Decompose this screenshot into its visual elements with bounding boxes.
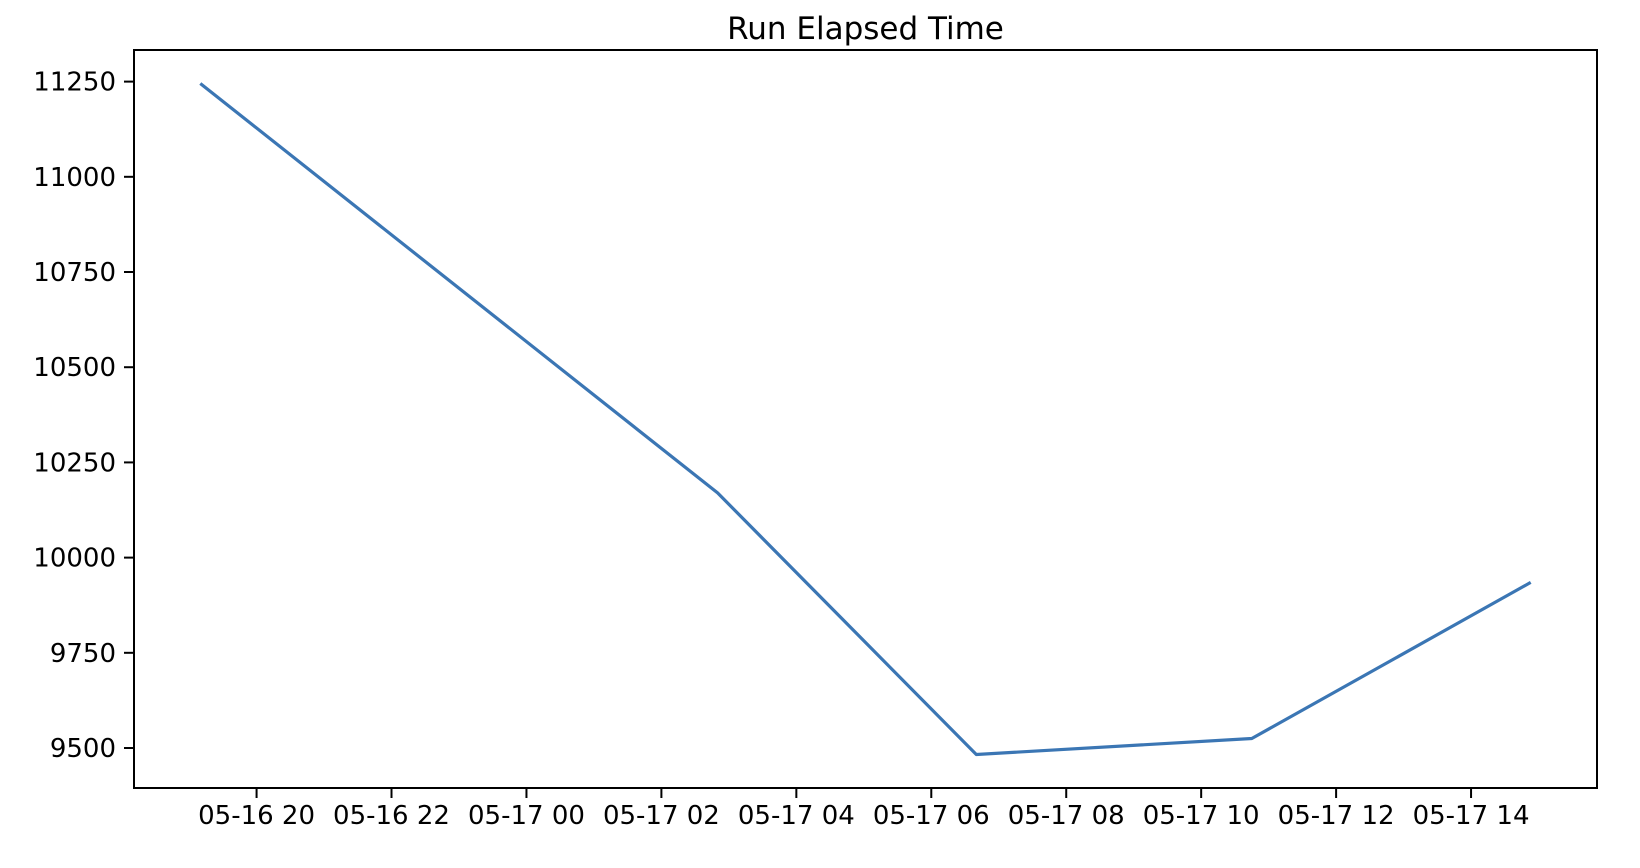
chart-title: Run Elapsed Time — [727, 11, 1004, 47]
x-axis-tick-label: 05-16 20 — [198, 801, 315, 831]
x-axis-tick-label: 05-17 06 — [873, 801, 990, 831]
y-axis-tick-label: 10500 — [33, 353, 116, 383]
y-axis-tick-label: 10000 — [33, 544, 116, 574]
x-axis-tick-label: 05-17 12 — [1278, 801, 1395, 831]
y-axis-tick-label: 9750 — [50, 639, 116, 669]
x-axis-tick-label: 05-17 04 — [738, 801, 855, 831]
x-axis-tick-label: 05-17 02 — [603, 801, 720, 831]
x-axis-tick-label: 05-17 10 — [1143, 801, 1260, 831]
y-axis-tick-label: 10750 — [33, 258, 116, 288]
plot-border — [133, 49, 1598, 789]
x-axis-tick-label: 05-17 00 — [468, 801, 585, 831]
y-axis-tick-label: 11250 — [33, 68, 116, 98]
y-axis-tick-label: 10250 — [33, 448, 116, 478]
y-axis-tick-label: 9500 — [50, 734, 116, 764]
x-axis-tick-label: 05-17 08 — [1008, 801, 1125, 831]
data-line — [199, 82, 1532, 757]
x-axis-tick-label: 05-17 14 — [1413, 801, 1530, 831]
x-axis-tick-label: 05-16 22 — [333, 801, 450, 831]
y-axis-tick-label: 11000 — [33, 163, 116, 193]
